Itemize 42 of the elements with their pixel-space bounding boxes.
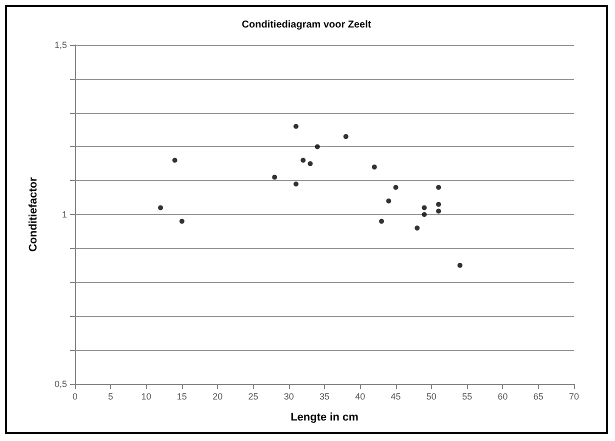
- point: [457, 262, 462, 268]
- point: [372, 164, 377, 170]
- point: [272, 174, 278, 180]
- x-tick-label: 50: [426, 392, 436, 402]
- x-tick-label: 25: [248, 392, 258, 402]
- point: [386, 198, 392, 204]
- point: [422, 212, 427, 217]
- point: [179, 218, 184, 224]
- x-tick-label: 0: [72, 392, 78, 402]
- x-tick-label: 20: [212, 392, 223, 402]
- point: [300, 158, 306, 163]
- x-tick-label: 70: [568, 392, 580, 402]
- point: [436, 202, 442, 207]
- point: [379, 218, 384, 224]
- x-tick-label: 40: [355, 392, 366, 402]
- y-axis-title: Conditiefactor: [28, 176, 40, 252]
- point: [393, 184, 398, 190]
- point: [343, 134, 348, 140]
- y-tick-label: 1,5: [54, 40, 67, 50]
- point: [293, 181, 298, 186]
- x-tick-label: 65: [533, 392, 544, 402]
- point: [314, 144, 320, 150]
- x-tick-label: 35: [319, 392, 330, 402]
- point: [436, 184, 442, 190]
- point: [172, 158, 178, 163]
- y-tick-label: 1: [62, 210, 67, 220]
- x-tick-label: 60: [498, 392, 508, 402]
- x-tick-label: 15: [176, 392, 187, 402]
- x-axis-title: Lengte in cm: [290, 412, 359, 424]
- point: [414, 226, 420, 231]
- x-tick-label: 5: [108, 392, 114, 402]
- chart-title: Conditiediagram voor Zeelt: [242, 20, 372, 30]
- y-tick-label: 0,5: [54, 379, 67, 389]
- x-tick-label: 10: [141, 392, 152, 402]
- point: [422, 205, 427, 210]
- x-tick-label: 30: [284, 392, 294, 402]
- x-tick-label: 45: [390, 392, 401, 402]
- point: [436, 208, 442, 214]
- x-tick-label: 55: [462, 392, 472, 402]
- point: [308, 161, 313, 166]
- point: [158, 205, 164, 210]
- point: [293, 124, 298, 129]
